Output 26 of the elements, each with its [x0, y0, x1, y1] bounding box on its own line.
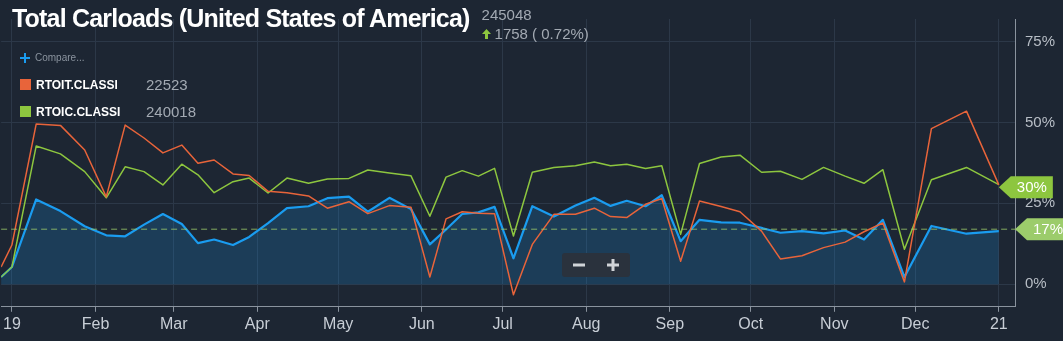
legend-label: RTOIT.CLASSI — [36, 77, 119, 92]
chart-title: Total Carloads (United States of America) — [12, 4, 470, 33]
annotation: 240018 — [146, 103, 197, 120]
x-tick-label: Oct — [738, 314, 764, 332]
x-tick-label: Aug — [572, 314, 601, 332]
chart-subtitle: 245048 — [481, 5, 533, 24]
x-tick-label: May — [323, 314, 354, 332]
x-tick-label: Apr — [244, 314, 271, 332]
x-tick-label: Jul — [492, 314, 513, 332]
ref-line-label: 17% — [1033, 220, 1063, 238]
x-tick-label: Jun — [408, 314, 435, 332]
annotation: 1758 ( 0.72%) — [494, 24, 589, 43]
x-tick-label: Mar — [159, 314, 189, 332]
x-tick-label: 19 — [3, 314, 21, 332]
annotation: 22523 — [146, 76, 188, 93]
annotation: Compare... — [35, 52, 85, 63]
x-tick-label: Nov — [820, 314, 849, 332]
legend-label: RTOIC.CLASSI — [36, 104, 122, 119]
x-tick-label: Feb — [81, 314, 110, 332]
y-tick-label: 50% — [1025, 112, 1056, 130]
y-tick-label: 75% — [1025, 31, 1056, 49]
y-tick-label: 0% — [1025, 274, 1047, 292]
x-tick-label: 21 — [989, 314, 1008, 332]
annotation: 30% — [1016, 178, 1047, 196]
x-tick-label: Dec — [901, 314, 930, 332]
x-tick-label: Sep — [655, 314, 685, 332]
